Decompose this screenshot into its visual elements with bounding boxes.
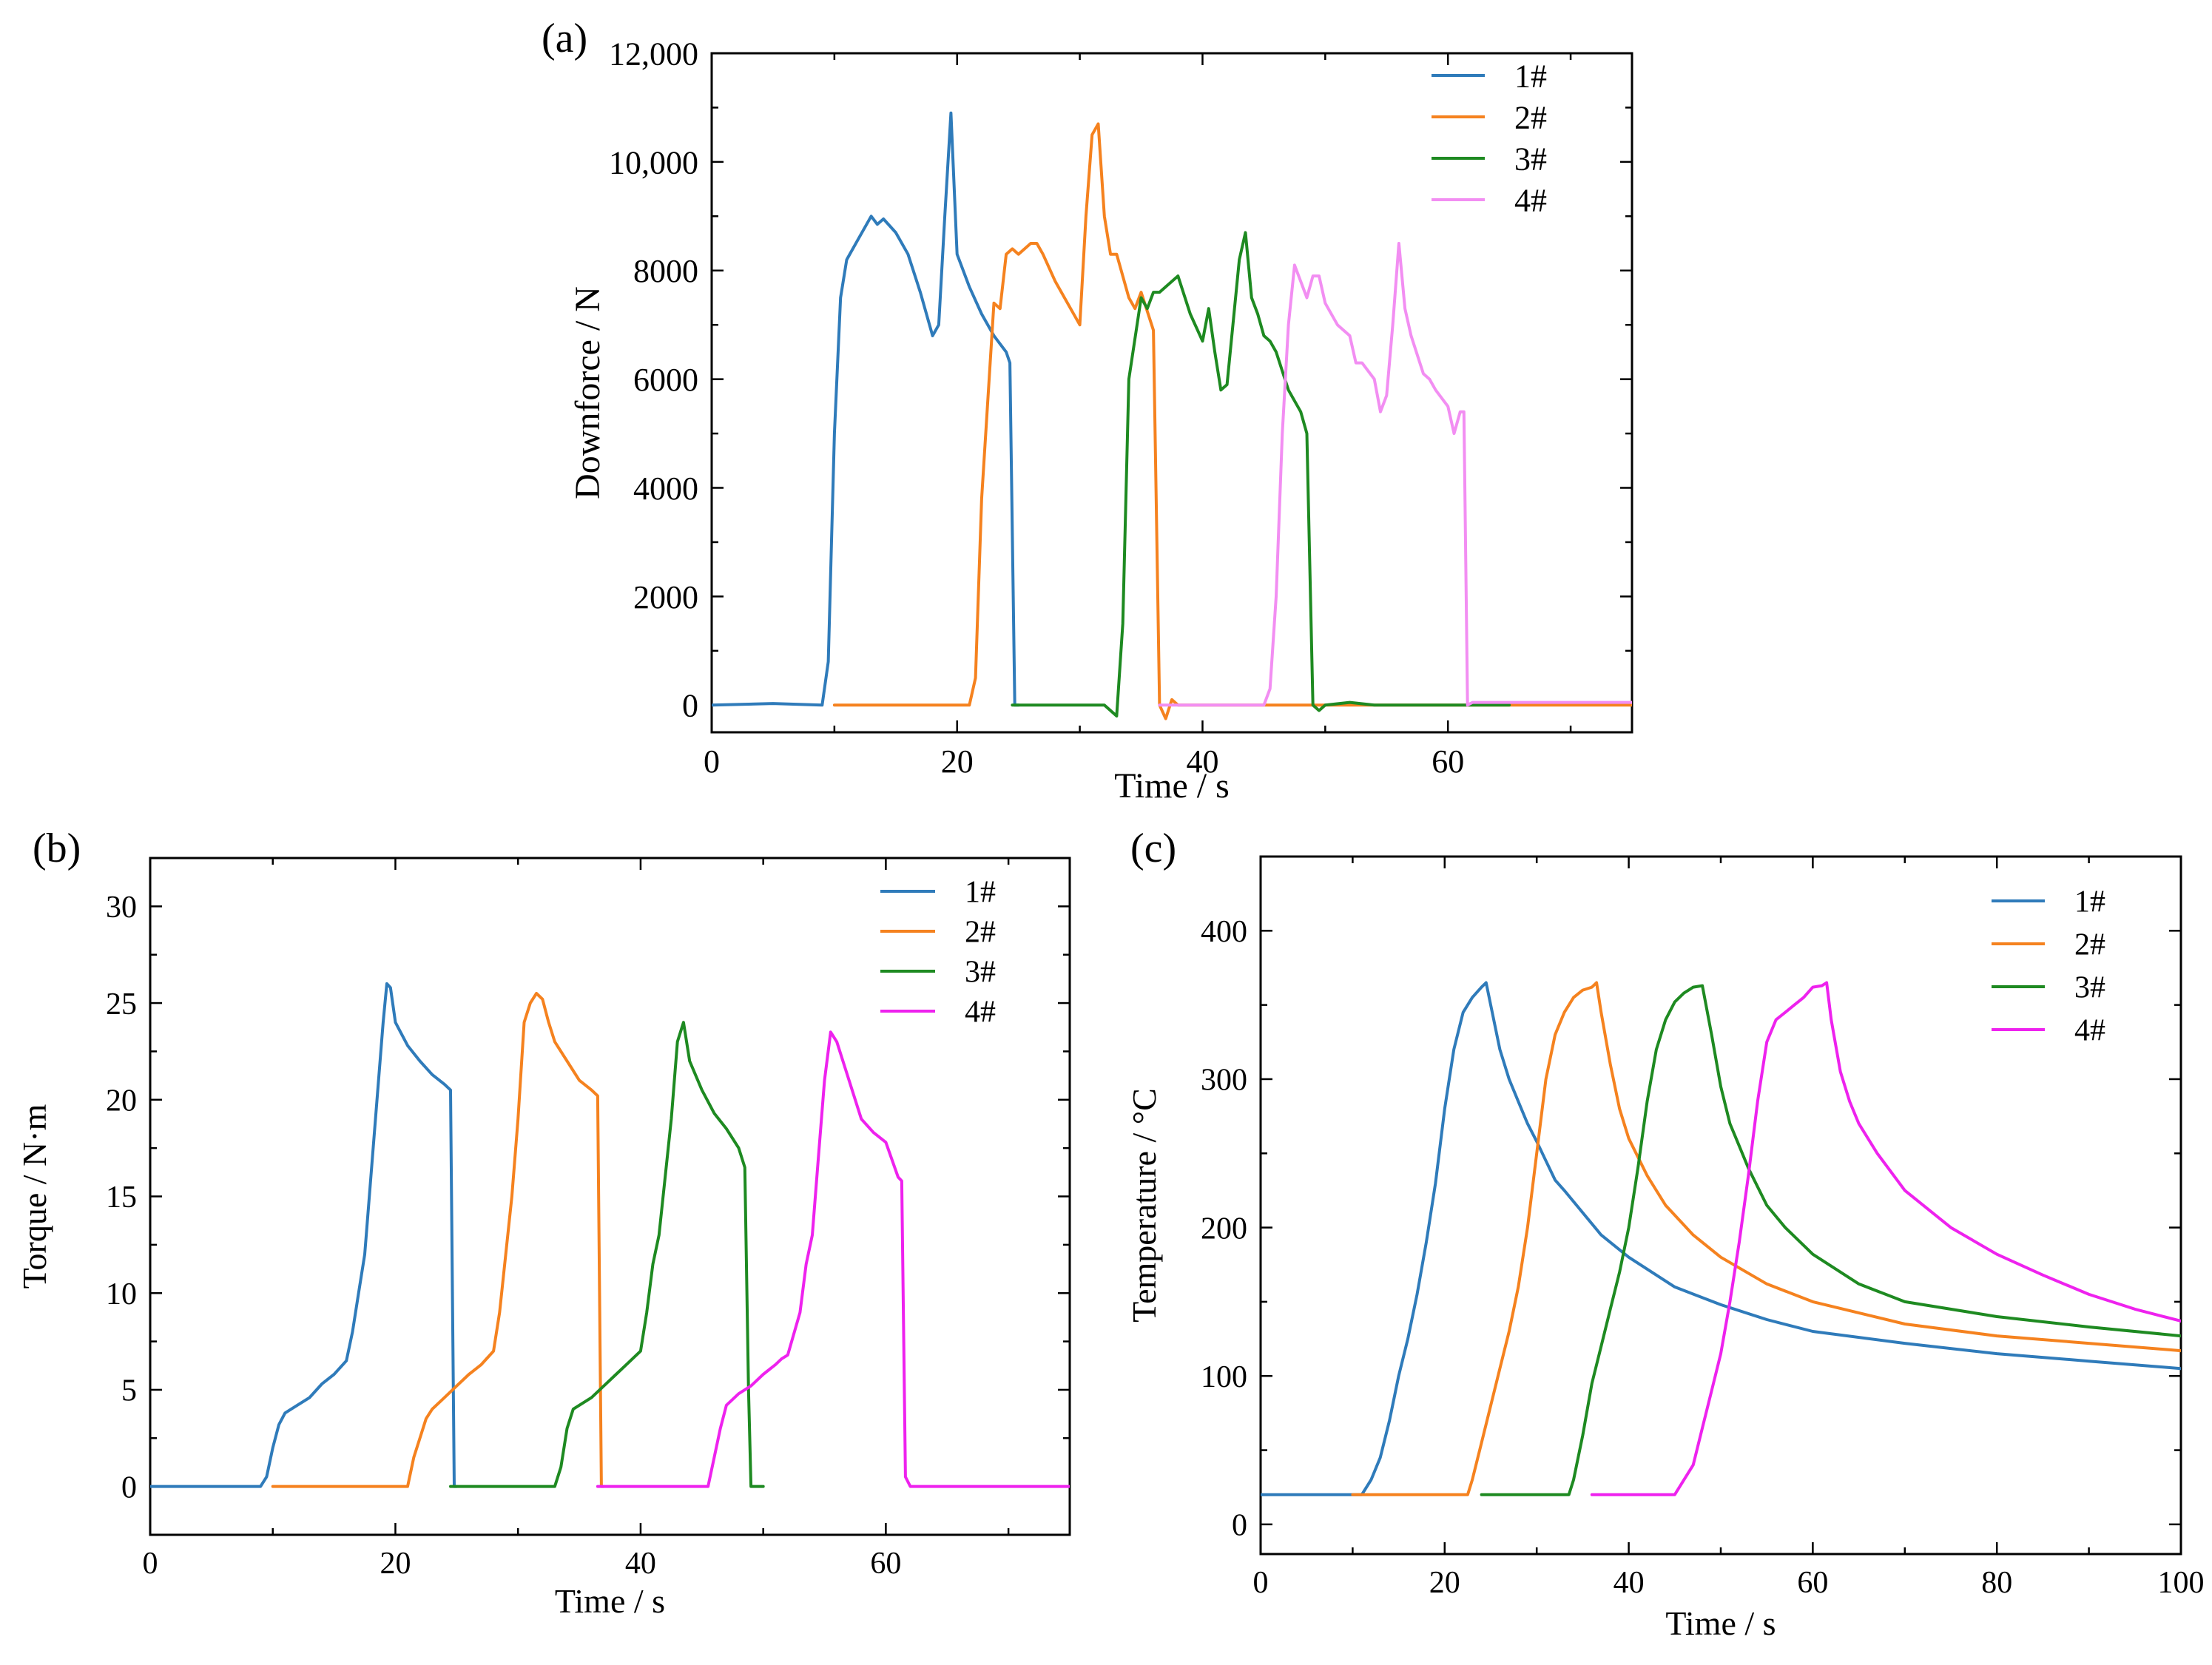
x-tick-label: 40 [1614, 1566, 1645, 1600]
y-axis-title: Temperature / °C [1125, 1088, 1163, 1323]
legend-label-4: 4# [1514, 182, 1547, 218]
x-tick-label: 80 [1981, 1566, 2012, 1600]
x-axis-title: Time / s [1114, 766, 1230, 806]
x-tick-label: 0 [1253, 1566, 1269, 1600]
legend-label-4: 4# [2074, 1014, 2105, 1048]
legend-a: 1# 2# 3# 4# [1432, 58, 1547, 218]
legend-label-3: 3# [965, 956, 996, 990]
y-tick-label: 15 [106, 1181, 137, 1215]
series-line-2 [271, 992, 606, 1488]
legend-label-2: 2# [2074, 928, 2105, 962]
y-tick-label: 10 [106, 1277, 137, 1311]
x-tick-label: 0 [704, 743, 720, 780]
series-line-3 [1011, 231, 1511, 717]
legend-label-1: 1# [965, 876, 996, 910]
chart-panel-b: 0 20 40 60 0 5 10 15 20 25 30 Time / s Torque / N·m 1… [16, 857, 1071, 1620]
y-tick-label: 0 [682, 688, 698, 724]
x-tick-label: 20 [380, 1547, 411, 1581]
x-tick-label: 20 [941, 743, 974, 780]
y-tick-label: 400 [1201, 915, 1247, 949]
series-line-1 [1261, 981, 2181, 1496]
series-group-c [1261, 981, 2181, 1496]
y-axis-title: Downforce / N [568, 286, 607, 499]
chart-panel-c: 0 20 40 60 80 100 0 100 200 300 400 Time / s Tempera… [1125, 855, 2205, 1642]
y-tick-label: 0 [121, 1470, 137, 1504]
y-tick-label: 5 [121, 1374, 137, 1408]
y-tick-label: 10,000 [609, 144, 698, 180]
y-tick-label: 8000 [633, 253, 698, 289]
y-tick-label: 25 [106, 987, 137, 1021]
x-tick-label: 60 [870, 1547, 901, 1581]
y-tick-label: 300 [1201, 1064, 1247, 1098]
series-line-3 [449, 1021, 765, 1488]
y-axis-title: Torque / N·m [16, 1104, 53, 1289]
series-group-a [712, 111, 1632, 720]
y-tick-label: 200 [1201, 1212, 1247, 1246]
y-tick-label: 12,000 [609, 36, 698, 72]
y-tick-label: 0 [1232, 1509, 1247, 1543]
legend-label-2: 2# [1514, 99, 1547, 135]
series-line-4 [596, 1030, 1070, 1488]
y-tick-label: 6000 [633, 362, 698, 398]
series-line-3 [1480, 984, 2181, 1496]
y-tick-label: 100 [1201, 1360, 1247, 1394]
series-line-2 [1351, 981, 2181, 1496]
panel-label-c: (c) [1130, 825, 1176, 871]
series-line-1 [150, 982, 459, 1488]
series-line-4 [1590, 981, 2181, 1496]
y-tick-label: 2000 [633, 579, 698, 615]
plot-frame-c [1259, 855, 2182, 1556]
legend-label-1: 1# [1514, 58, 1547, 94]
plot-frame-b [149, 857, 1071, 1536]
x-axis-title: Time / s [555, 1582, 665, 1620]
series-line-1 [712, 111, 1020, 707]
x-axis-title: Time / s [1665, 1604, 1776, 1642]
y-tick-label: 30 [106, 891, 137, 925]
legend-c: 1# 2# 3# 4# [1992, 885, 2105, 1048]
series-line-4 [1158, 242, 1632, 707]
x-tick-label: 0 [143, 1547, 158, 1581]
panel-label-a: (a) [542, 16, 587, 61]
panel-label-b: (b) [33, 825, 81, 871]
legend-b: 1# 2# 3# 4# [880, 876, 996, 1030]
legend-label-1: 1# [2074, 885, 2105, 919]
x-tick-label: 20 [1429, 1566, 1460, 1600]
chart-panel-a: 0 20 40 60 0 2000 4000 6000 8000 10,000 12,000 Time… [568, 36, 1633, 806]
x-tick-label: 40 [625, 1547, 656, 1581]
series-group-b [150, 982, 1070, 1488]
x-tick-label: 60 [1797, 1566, 1828, 1600]
x-tick-label: 60 [1432, 743, 1464, 780]
legend-label-3: 3# [1514, 141, 1547, 177]
y-tick-label: 20 [106, 1084, 137, 1118]
y-tick-label: 4000 [633, 470, 698, 507]
plot-frame-a [710, 52, 1633, 734]
legend-label-2: 2# [965, 916, 996, 950]
legend-label-4: 4# [965, 996, 996, 1030]
x-tick-label: 40 [1186, 743, 1218, 780]
x-tick-label: 100 [2158, 1566, 2205, 1600]
legend-label-3: 3# [2074, 971, 2105, 1005]
